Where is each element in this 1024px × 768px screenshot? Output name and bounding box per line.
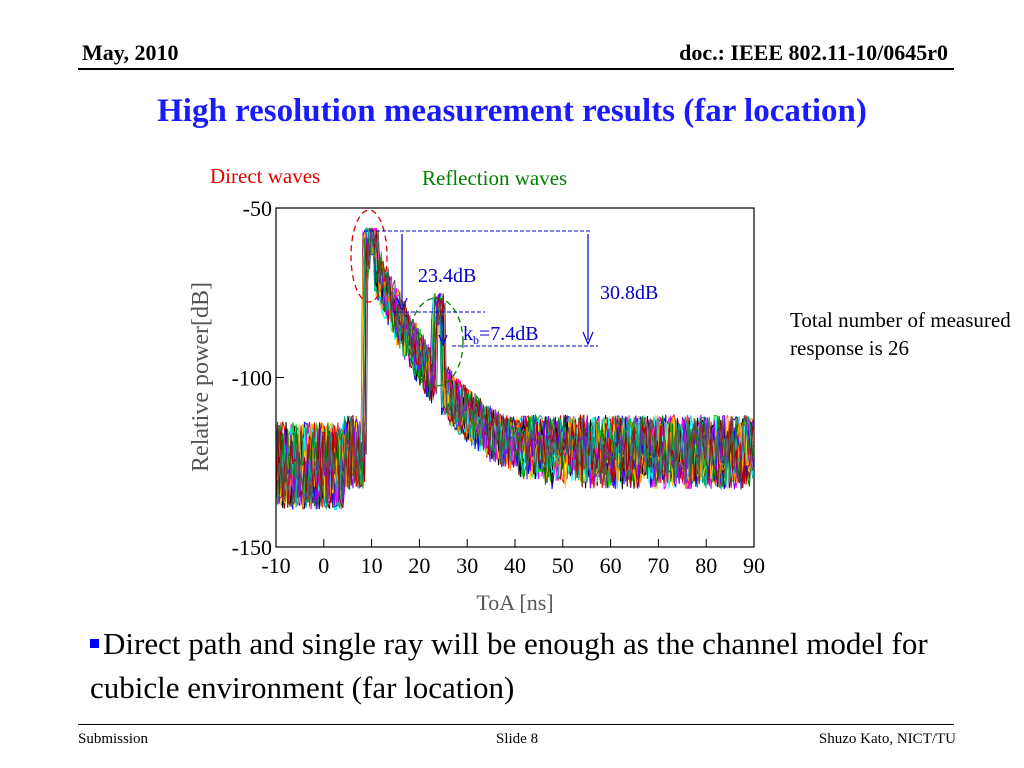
arrow-30db-head — [582, 331, 594, 346]
axis-ticks: -10 0 10 20 30 40 50 60 70 80 90-50-100-150 — [232, 196, 765, 578]
x-tick-label: 90 — [743, 553, 765, 578]
y-axis-label: Relative power[dB] — [188, 282, 214, 472]
x-tick-label: -10 — [261, 553, 290, 578]
x-tick-label: 80 — [695, 553, 717, 578]
plot-frame — [275, 207, 755, 548]
direct-waves-label: Direct waves — [210, 164, 321, 188]
response-trace — [276, 228, 754, 507]
header-doc-id: doc.: IEEE 802.11-10/0645r0 — [679, 40, 948, 65]
diff-23db-label: 23.4dB — [418, 265, 476, 287]
bullet-square-icon — [90, 639, 99, 648]
direct-wave-ellipse — [350, 209, 388, 303]
x-tick-label: 40 — [504, 553, 526, 578]
x-tick-label: 20 — [408, 553, 430, 578]
footer-author: Shuzo Kato, NICT/TU — [818, 731, 956, 747]
x-tick-label: 60 — [600, 553, 622, 578]
reflection-wave-ellipse — [408, 297, 464, 387]
footer-rule — [78, 724, 954, 725]
x-tick-label: 50 — [552, 553, 574, 578]
chart-annotations: 23.4dB 30.8dB kb=7.4dB — [350, 209, 658, 387]
y-tick-label: -50 — [243, 196, 272, 221]
toa-power-chart: -10 0 10 20 30 40 50 60 70 80 90-50-100-150 23.4dB… — [188, 196, 765, 615]
arrow-23db-head — [396, 297, 408, 312]
x-tick-label: 0 — [318, 553, 329, 578]
footer-submission: Submission — [78, 731, 149, 747]
bullet-text: Direct path and single ray will be enoug… — [90, 626, 928, 705]
footer-slide-number: Slide 8 — [496, 731, 539, 747]
x-axis-label: ToA [ns] — [476, 590, 553, 615]
header-rule — [78, 68, 954, 70]
y-tick-label: -150 — [232, 535, 272, 560]
slide-title: High resolution measurement results (far… — [157, 93, 867, 129]
x-tick-label: 30 — [456, 553, 478, 578]
x-tick-label: 10 — [361, 553, 383, 578]
x-tick-label: 70 — [647, 553, 669, 578]
diff-30db-label: 30.8dB — [600, 282, 658, 304]
trace-group — [276, 227, 754, 511]
header-date: May, 2010 — [82, 40, 179, 65]
response-trace — [276, 231, 754, 509]
y-tick-label: -100 — [232, 366, 272, 391]
bullet-item: Direct path and single ray will be enoug… — [90, 622, 970, 710]
arrow-kb-head — [438, 334, 448, 347]
reflection-waves-label: Reflection waves — [422, 166, 568, 190]
kb-label: kb=7.4dB — [463, 323, 539, 347]
response-count-note: Total number of measured response is 26 — [790, 308, 1011, 360]
